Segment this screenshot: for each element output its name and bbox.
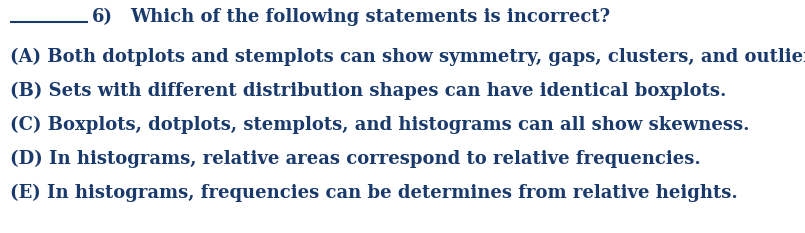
Text: (A) Both dotplots and stemplots can show symmetry, gaps, clusters, and outliers.: (A) Both dotplots and stemplots can show…: [10, 48, 805, 66]
Text: (E) In histograms, frequencies can be determines from relative heights.: (E) In histograms, frequencies can be de…: [10, 184, 737, 202]
Text: (D) In histograms, relative areas correspond to relative frequencies.: (D) In histograms, relative areas corres…: [10, 150, 700, 168]
Text: 6): 6): [92, 8, 113, 26]
Text: (B) Sets with different distribution shapes can have identical boxplots.: (B) Sets with different distribution sha…: [10, 82, 726, 100]
Text: Which of the following statements is incorrect?: Which of the following statements is inc…: [130, 8, 610, 26]
Text: (C) Boxplots, dotplots, stemplots, and histograms can all show skewness.: (C) Boxplots, dotplots, stemplots, and h…: [10, 116, 749, 134]
